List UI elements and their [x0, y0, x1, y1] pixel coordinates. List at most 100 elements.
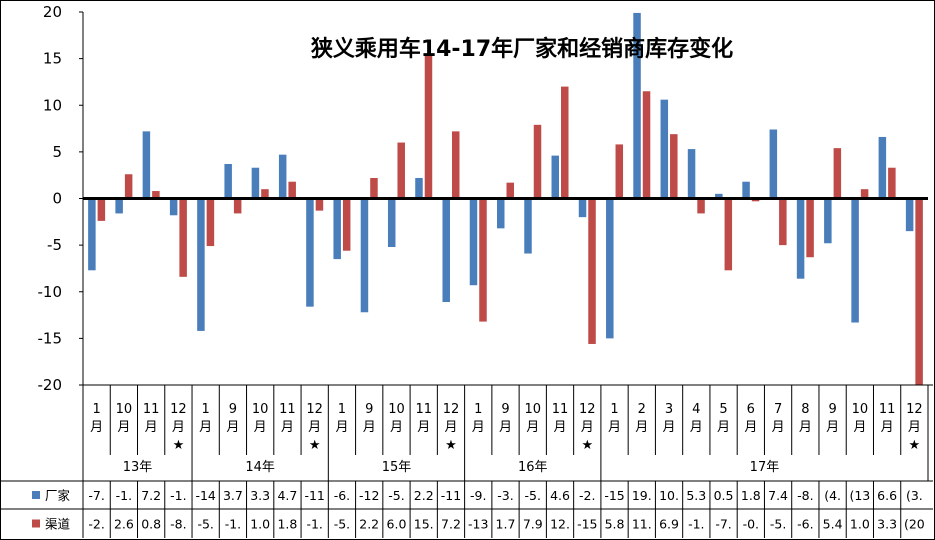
table-cell: 0.5 [714, 488, 734, 503]
category-label: 月 [526, 420, 539, 435]
category-label: ★ [309, 438, 321, 453]
category-label: ★ [909, 438, 921, 453]
category-label: 8 [801, 402, 809, 417]
bar-厂家-5 [197, 198, 205, 331]
bar-渠道-21 [642, 91, 651, 199]
category-label: 11 [279, 402, 296, 417]
category-label: 1 [202, 402, 210, 417]
category-label: 月 [363, 420, 376, 435]
table-cell: -5. [388, 488, 404, 503]
bar-渠道-6 [233, 198, 242, 214]
category-label: 月 [826, 420, 839, 435]
category-label: 7 [774, 402, 782, 417]
table-cell: -13 [468, 517, 488, 532]
bar-厂家-31 [905, 198, 914, 232]
bar-厂家-8 [278, 154, 287, 199]
bar-厂家-26 [769, 129, 778, 199]
bar-渠道-18 [561, 86, 569, 199]
category-label: 月 [117, 420, 130, 435]
bar-厂家-22 [660, 99, 669, 199]
table-cell: 5.4 [823, 517, 843, 532]
category-label: ★ [581, 438, 593, 453]
table-cell: -1. [170, 488, 186, 503]
bar-厂家-4 [169, 198, 178, 216]
table-cell: -6. [797, 517, 813, 532]
category-label: 1 [474, 402, 482, 417]
bar-渠道-2 [124, 174, 133, 199]
table-cell: -5. [525, 488, 541, 503]
table-cell: -1. [688, 517, 704, 532]
y-tick-label: -15 [38, 329, 63, 347]
category-label: 月 [772, 420, 785, 435]
category-label: 6 [747, 402, 755, 417]
category-label: 11 [415, 402, 432, 417]
category-label: 月 [226, 420, 239, 435]
category-label: 月 [145, 420, 158, 435]
legend-label: 渠道 [45, 517, 71, 532]
table-cell: 5.3 [686, 488, 706, 503]
category-label: 9 [229, 402, 237, 417]
bar-渠道-29 [860, 189, 869, 199]
bar-渠道-30 [888, 167, 896, 199]
category-label: 10 [852, 402, 869, 417]
year-group-label: 16年 [518, 460, 548, 475]
category-label: 12 [579, 402, 596, 417]
table-cell: 1.8 [741, 488, 761, 503]
table-cell: 4.6 [550, 488, 570, 503]
year-group-label: 13年 [123, 460, 153, 475]
bar-渠道-16 [506, 182, 514, 199]
category-label: 月 [853, 420, 866, 435]
category-label: 月 [335, 420, 348, 435]
y-tick-label: -20 [38, 376, 63, 394]
bar-厂家-15 [469, 198, 478, 286]
category-label: ★ [445, 438, 457, 453]
category-label: 月 [199, 420, 212, 435]
y-tick-label: 15 [43, 50, 62, 68]
legend-key-厂家 [32, 491, 40, 499]
table-cell: -9. [470, 488, 486, 503]
table-cell: 7.2 [141, 488, 161, 503]
bar-厂家-11 [360, 198, 369, 313]
category-label: 11 [552, 402, 569, 417]
category-label: 12 [170, 402, 187, 417]
category-label: 月 [390, 420, 403, 435]
bar-渠道-19 [588, 198, 596, 344]
table-cell: -1. [225, 517, 241, 532]
table-cell: 6.6 [877, 488, 897, 503]
bar-渠道-20 [615, 144, 624, 199]
table-cell: 7.2 [441, 517, 461, 532]
category-label: 月 [717, 420, 730, 435]
category-label: 2 [638, 402, 646, 417]
table-cell: -12 [359, 488, 379, 503]
table-cell: -8. [797, 488, 813, 503]
category-label: 1 [92, 402, 100, 417]
table-cell: -3. [497, 488, 513, 503]
y-tick-label: -10 [38, 283, 63, 301]
bar-厂家-21 [633, 12, 641, 199]
category-label: 月 [690, 420, 703, 435]
bar-厂家-13 [415, 177, 423, 199]
table-cell: (20 [904, 517, 925, 532]
bar-厂家-6 [224, 163, 232, 199]
bar-厂家-23 [687, 149, 696, 199]
table-cell: -2. [579, 488, 595, 503]
category-label: 1 [610, 402, 618, 417]
table-cell: -6. [334, 488, 350, 503]
y-tick-label: 20 [43, 3, 62, 21]
bar-渠道-31 [915, 198, 923, 385]
y-tick-label: 10 [43, 96, 62, 114]
category-label: 12 [443, 402, 460, 417]
bar-厂家-30 [878, 136, 887, 199]
bar-渠道-3 [152, 191, 160, 199]
table-cell: -15 [604, 488, 624, 503]
category-label: 4 [692, 402, 700, 417]
table-cell: 7.9 [523, 517, 543, 532]
y-tick-label: 0 [52, 190, 62, 208]
category-label: 月 [881, 420, 894, 435]
category-label: 9 [365, 402, 373, 417]
category-label: 10 [116, 402, 133, 417]
category-label: 11 [143, 402, 160, 417]
category-label: 月 [554, 420, 567, 435]
bar-渠道-7 [261, 189, 269, 199]
